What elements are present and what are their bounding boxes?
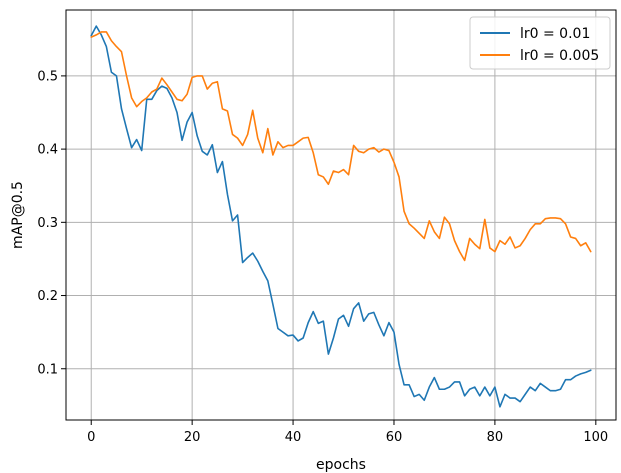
series-line-lr0-0.01 [90, 25, 592, 408]
series-line-lr0-0.005 [90, 31, 592, 262]
y-tick-label: 0.4 [37, 143, 58, 158]
x-tick-label: 100 [583, 430, 608, 445]
y-tick-label: 0.2 [37, 289, 58, 304]
grid [66, 10, 616, 420]
x-axis-ticks: 0 20 40 60 80 100 [87, 420, 608, 445]
series-lines [90, 25, 592, 408]
x-tick-label: 80 [487, 430, 504, 445]
y-tick-label: 0.5 [37, 69, 58, 84]
legend-label-lr0-0.005: lr0 = 0.005 [520, 48, 599, 64]
x-tick-label: 20 [184, 430, 201, 445]
y-tick-label: 0.3 [37, 216, 58, 231]
legend: lr0 = 0.01 lr0 = 0.005 [469, 16, 611, 70]
x-tick-label: 0 [87, 430, 95, 445]
legend-label-lr0-0.01: lr0 = 0.01 [520, 26, 590, 42]
y-tick-label: 0.1 [37, 362, 58, 377]
x-tick-label: 40 [285, 430, 302, 445]
y-axis-label: mAP@0.5 [10, 181, 26, 249]
y-axis-ticks: 0.1 0.2 0.3 0.4 0.5 [37, 69, 66, 377]
x-tick-label: 60 [386, 430, 403, 445]
plot-frame [65, 9, 617, 421]
x-axis-label: epochs [316, 457, 366, 473]
